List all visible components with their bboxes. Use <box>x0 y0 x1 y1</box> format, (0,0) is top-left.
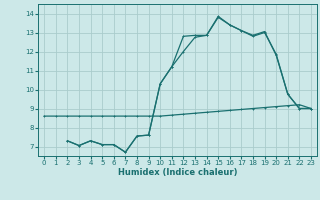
X-axis label: Humidex (Indice chaleur): Humidex (Indice chaleur) <box>118 168 237 177</box>
